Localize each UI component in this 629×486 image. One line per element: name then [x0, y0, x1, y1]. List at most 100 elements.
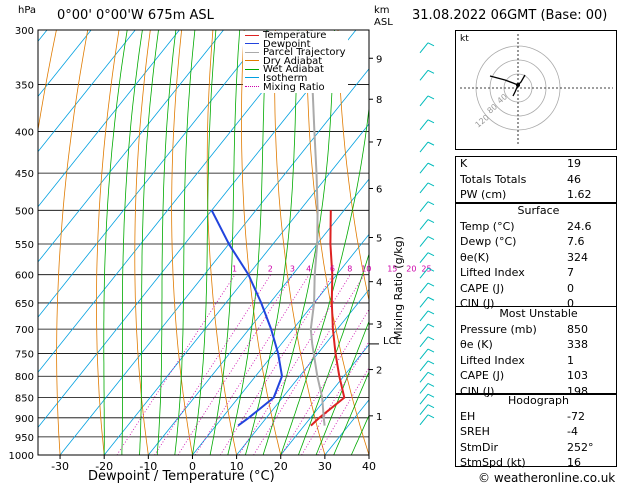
dry-adiabat — [206, 30, 237, 455]
wind-barb — [419, 182, 429, 194]
isotherm-line — [59, 68, 369, 455]
isotherm-line — [38, 30, 92, 98]
hodo-row: SREH -4 — [460, 425, 578, 438]
isotherm-line — [38, 30, 180, 208]
dry-adiabat — [274, 30, 326, 455]
mixing-ratio-label: 15 — [387, 265, 397, 274]
x-axis-label: Dewpoint / Temperature (°C) — [88, 469, 275, 484]
wind-barb-flag — [427, 296, 435, 301]
wind-barb-flag — [427, 236, 435, 240]
plot-frame — [37, 29, 370, 456]
wind-barb — [419, 404, 429, 415]
asl-label: ASL — [374, 17, 393, 28]
wind-barb — [419, 236, 429, 247]
mixing-ratio-label: 4 — [306, 265, 311, 274]
hodograph: kt 80 40 120 — [455, 30, 617, 150]
pressure-tick-label: 750 — [15, 349, 34, 360]
temperature-tick-label: -20 — [95, 460, 113, 473]
pressure-tick-label: 400 — [15, 128, 34, 139]
wind-barb-flag — [427, 282, 435, 287]
wet-adiabat — [333, 371, 369, 455]
mixing-ratio-label: 20 — [406, 265, 416, 274]
lcl-label: LCL — [383, 336, 402, 347]
temperature-tick-label: 30 — [318, 460, 332, 473]
most-unstable-panel — [455, 306, 617, 395]
mixing-ratio-axis-label: Mixing Ratio (g/kg) — [392, 236, 405, 340]
legend-item-parcel: Parcel Trajectory — [245, 48, 346, 58]
datetime-title: 31.08.2022 06GMT (Base: 00) — [412, 8, 608, 23]
hodo-row: StmSpd (kt) 16 — [460, 456, 581, 469]
wind-barb — [419, 414, 429, 426]
wind-barb-flag — [427, 267, 435, 272]
surface-row: CAPE (J) 0 — [460, 281, 574, 295]
legend: Temperature Dewpoint Parcel Trajectory D… — [243, 31, 348, 94]
wind-barb — [419, 360, 429, 372]
km-tick-label: 6 — [376, 184, 382, 195]
pressure-tick-label: 850 — [15, 394, 34, 405]
hodograph-stats-title: Hodograph — [508, 394, 569, 407]
pressure-tick-label: 500 — [15, 206, 34, 217]
mixing-ratio-line — [238, 274, 351, 455]
temperature-curve — [310, 210, 346, 427]
hodograph-stats-table: Hodograph EH -72 SREH -4 StmDir 252° StmSpd… — [455, 393, 617, 471]
mixing-ratio-line — [219, 274, 334, 455]
wind-barb — [419, 70, 429, 81]
wind-barb-flag — [427, 252, 435, 257]
wind-barb-flag — [427, 360, 435, 365]
wind-barb — [419, 393, 429, 405]
mixing-ratio-label: 25 — [421, 265, 431, 274]
wet-adiabat — [315, 320, 369, 455]
wet-adiabat — [121, 30, 143, 455]
unstable-row: CIN (J) 198 — [460, 384, 588, 398]
dry-adiabat — [134, 30, 151, 455]
unstable-row: θe (K) 338 — [460, 338, 588, 351]
wet-adiabat — [227, 30, 268, 455]
hodograph-stats-panel — [455, 393, 617, 467]
km-tick-label: 5 — [376, 233, 382, 244]
hodograph-trace — [489, 74, 526, 86]
hodo-row: StmDir 252° — [460, 440, 594, 454]
most-unstable-title: Most Unstable — [499, 307, 578, 320]
wind-barb — [419, 119, 429, 131]
wind-barb-flag — [427, 162, 435, 167]
wind-barb — [419, 201, 429, 213]
pressure-tick-label: 1000 — [9, 451, 34, 462]
wind-barb — [419, 252, 429, 264]
unstable-row: Lifted Index 1 — [460, 353, 574, 367]
dry-adiabat — [241, 30, 282, 455]
temperature-tick-label: 40 — [362, 460, 376, 473]
mixing-ratio-line — [280, 308, 369, 455]
wind-barb — [419, 95, 429, 107]
mixing-ratio-label: 6 — [330, 265, 335, 274]
dewpoint-curve — [210, 209, 284, 427]
temperature-tick-label: 0 — [189, 460, 196, 473]
most-unstable-table: Most Unstable Pressure (mb) 850 θe (K) 338… — [455, 306, 617, 399]
wet-adiabat — [262, 30, 335, 455]
wind-barb-flag — [427, 348, 435, 353]
wet-adiabat — [209, 30, 241, 455]
pressure-tick-label: 350 — [15, 80, 34, 91]
dry-adiabat — [171, 30, 193, 455]
wet-adiabat — [298, 252, 369, 455]
wind-barb-flag — [427, 42, 435, 47]
wind-barb-flag — [427, 310, 435, 315]
isotherm-line — [38, 30, 136, 153]
wind-barb-flag — [427, 393, 435, 398]
wind-barb — [419, 310, 429, 322]
km-tick-label: 2 — [376, 366, 382, 377]
wind-barb — [419, 336, 429, 348]
mixing-ratio-label: 2 — [268, 265, 273, 274]
wind-barb-flag — [427, 414, 435, 419]
dry-adiabat — [368, 30, 369, 32]
indices-table: K 19 Totals Totals 46 PW (cm) 1.62 — [455, 156, 617, 203]
hodograph-unit: kt — [460, 34, 469, 44]
wind-barb-flag — [427, 323, 435, 328]
wind-barb — [419, 323, 429, 335]
km-label: km — [374, 5, 390, 16]
surface-row: θe(K) 324 — [460, 250, 588, 264]
wet-adiabat — [103, 30, 128, 455]
copyright: © weatheronline.co.uk — [478, 471, 616, 485]
dry-adiabat — [337, 30, 369, 303]
legend-item-dry-adiabat: Dry Adiabat — [245, 56, 346, 67]
km-tick-label: 3 — [376, 320, 382, 331]
